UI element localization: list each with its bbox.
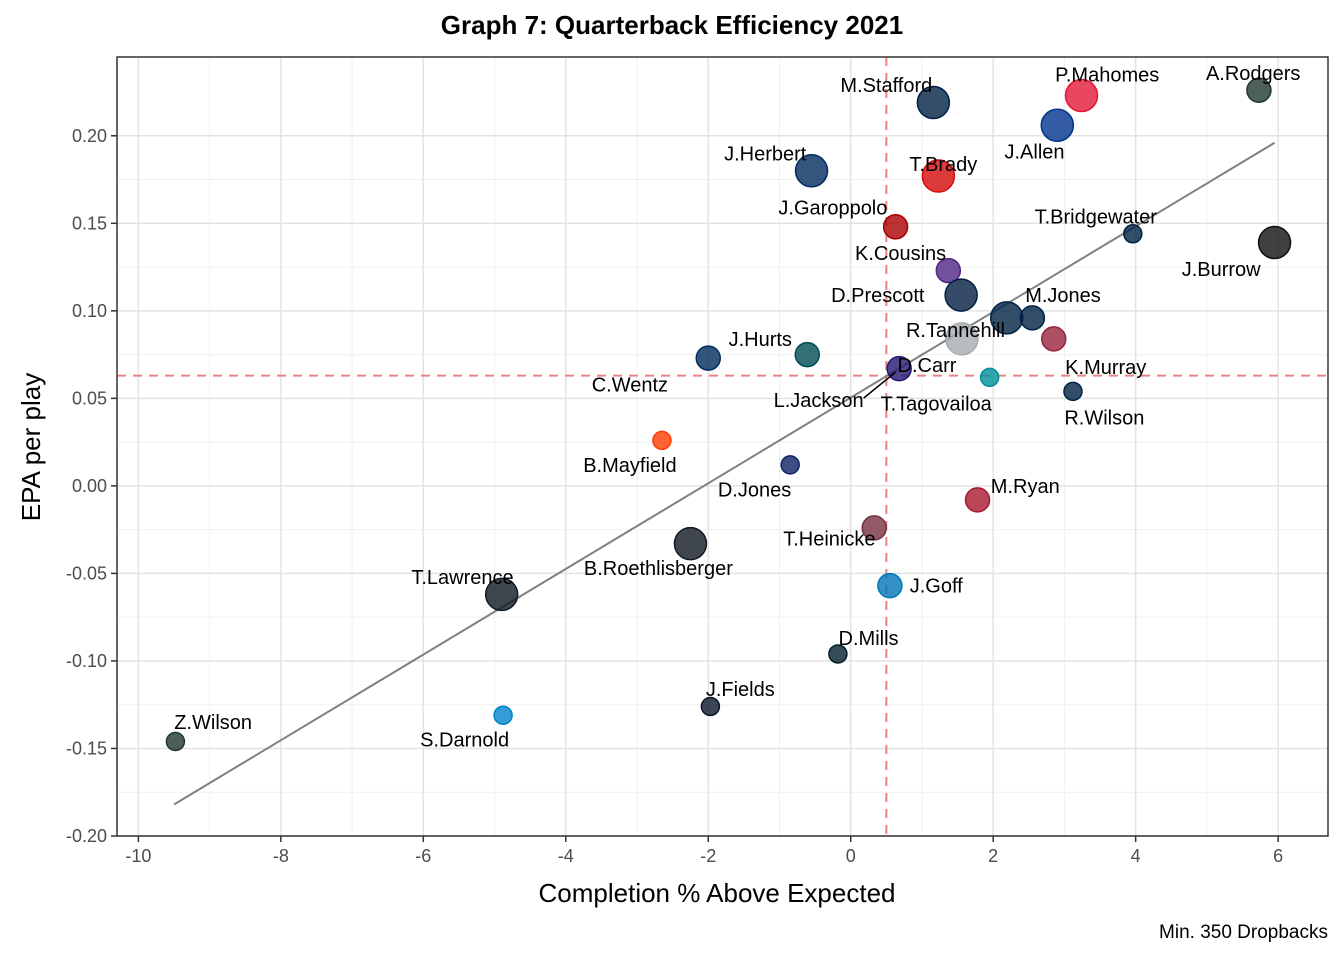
point-label: S.Darnold xyxy=(420,730,509,752)
point-label: T.Bridgewater xyxy=(1035,206,1158,228)
data-point xyxy=(828,644,848,664)
data-point xyxy=(979,367,1000,388)
point-label: J.Hurts xyxy=(729,329,792,351)
point-label: M.Ryan xyxy=(991,476,1060,498)
data-point xyxy=(882,214,909,240)
data-point xyxy=(652,430,672,451)
point-label: B.Mayfield xyxy=(583,455,676,477)
data-point xyxy=(1064,78,1099,113)
point-label: M.Stafford xyxy=(840,75,932,97)
point-label: A.Rodgers xyxy=(1206,63,1301,85)
data-point xyxy=(794,341,821,368)
data-point xyxy=(493,705,513,725)
y-axis-label: EPA per play xyxy=(16,373,46,521)
point-labels: P.Mahomes A.Rodgers M.Stafford J.Allen J.Her… xyxy=(174,63,1300,752)
y-tick-label: -0.10 xyxy=(66,651,107,671)
point-label: Z.Wilson xyxy=(174,712,252,734)
point-label: T.Tagovailoa xyxy=(881,394,993,416)
point-label: K.Cousins xyxy=(855,243,946,265)
point-label: L.Jackson xyxy=(774,390,864,412)
point-label: J.Fields xyxy=(706,679,775,701)
point-label: R.Tannehill xyxy=(906,320,1005,342)
data-point xyxy=(1246,77,1272,104)
point-label: P.Mahomes xyxy=(1055,65,1159,87)
data-point xyxy=(794,154,829,188)
x-tick-label: -10 xyxy=(125,846,151,866)
data-point xyxy=(1040,326,1067,352)
y-tick-label: -0.20 xyxy=(66,826,107,846)
point-label: C.Wentz xyxy=(592,374,668,396)
x-tick-label: -2 xyxy=(700,846,716,866)
point-label: D.Jones xyxy=(718,479,791,501)
data-point xyxy=(484,577,519,612)
y-tick-label: 0.00 xyxy=(72,476,107,496)
data-point xyxy=(700,696,721,717)
x-tick-label: -8 xyxy=(273,846,289,866)
point-label: T.Brady xyxy=(909,154,977,176)
point-label: T.Lawrence xyxy=(411,567,513,589)
y-tick-label: -0.15 xyxy=(66,738,107,758)
point-label: D.Carr xyxy=(898,355,957,377)
reference-lines xyxy=(117,57,1328,836)
data-point xyxy=(1063,381,1083,402)
data-point xyxy=(165,731,186,752)
data-point xyxy=(695,345,722,371)
x-tick-label: 2 xyxy=(988,846,998,866)
point-label: D.Mills xyxy=(839,628,899,650)
point-label: M.Jones xyxy=(1025,285,1101,307)
point-label: J.Herbert xyxy=(724,143,807,165)
x-axis-label: Completion % Above Expected xyxy=(539,878,896,908)
point-label: T.Heinicke xyxy=(783,528,875,550)
regression-line xyxy=(173,141,1276,806)
data-point xyxy=(916,85,951,120)
label-leader-line xyxy=(863,371,897,399)
point-label: J.Goff xyxy=(910,576,963,598)
y-tick-label: 0.15 xyxy=(72,213,107,233)
x-tick-label: 4 xyxy=(1131,846,1141,866)
point-label: J.Garoppolo xyxy=(778,198,887,220)
data-point xyxy=(877,572,903,599)
data-point xyxy=(945,322,979,356)
data-point xyxy=(673,526,708,561)
point-label: B.Roethlisberger xyxy=(584,558,733,580)
y-tick-label: 0.10 xyxy=(72,301,107,321)
x-tick-label: -4 xyxy=(558,846,574,866)
axes: -10 -8 -6 -4 -2 0 2 4 6 -0.20 -0.15 -0.10 -0.05 0.00 0… xyxy=(66,126,1283,866)
data-point xyxy=(780,455,800,475)
x-tick-label: -6 xyxy=(415,846,431,866)
x-tick-label: 0 xyxy=(846,846,856,866)
point-label: J.Burrow xyxy=(1182,259,1261,281)
grid-lines xyxy=(117,57,1328,837)
data-points xyxy=(165,77,1292,752)
point-label: K.Murray xyxy=(1065,357,1146,379)
point-label: R.Wilson xyxy=(1064,408,1144,430)
y-tick-label: 0.20 xyxy=(72,126,107,146)
plot-panel-border xyxy=(116,56,1329,837)
y-tick-label: -0.05 xyxy=(66,563,107,583)
y-tick-label: 0.05 xyxy=(72,388,107,408)
data-point xyxy=(1019,305,1046,331)
data-point xyxy=(964,487,991,513)
point-label: J.Allen xyxy=(1004,142,1064,164)
point-label: D.Prescott xyxy=(831,285,925,307)
x-tick-label: 6 xyxy=(1273,846,1283,866)
chart-caption: Min. 350 Dropbacks xyxy=(1159,922,1328,943)
data-point xyxy=(921,159,956,193)
data-point xyxy=(944,278,978,312)
trend-line xyxy=(173,141,1276,806)
data-point xyxy=(861,515,887,541)
data-point xyxy=(1257,225,1292,260)
chart-title: Graph 7: Quarterback Efficiency 2021 xyxy=(440,10,904,40)
data-point xyxy=(1123,224,1143,244)
data-point xyxy=(935,257,962,284)
data-point xyxy=(1040,108,1075,143)
